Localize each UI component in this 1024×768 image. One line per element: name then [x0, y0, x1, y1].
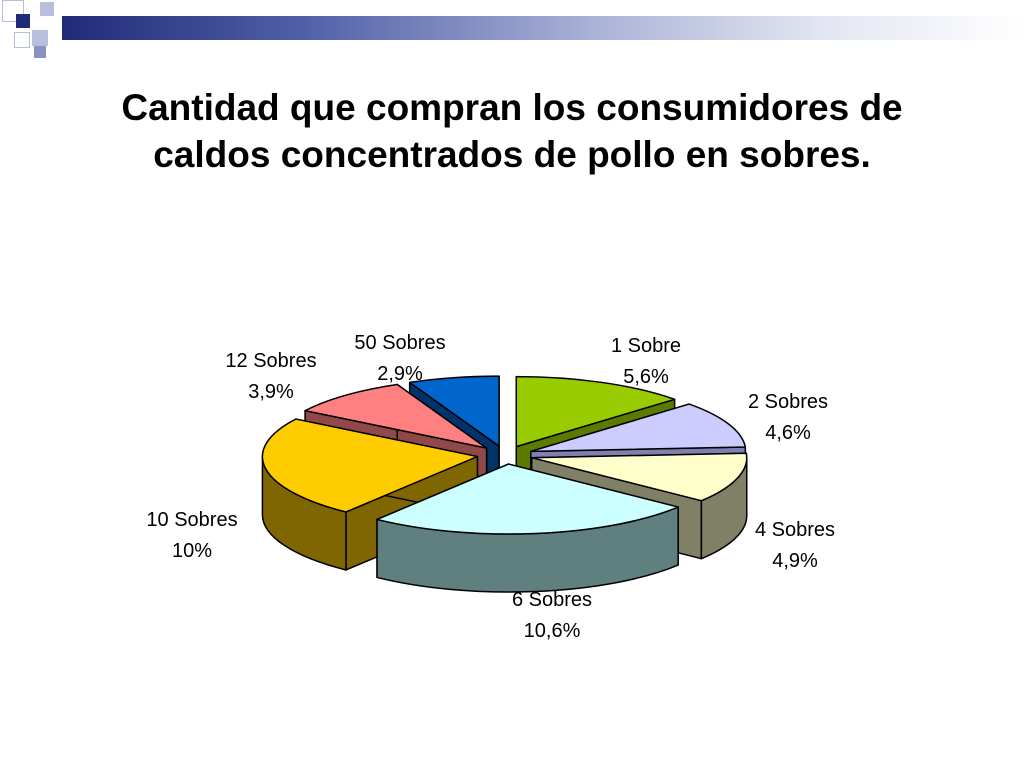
header-banner — [62, 16, 1024, 40]
slice-label-2-sobres: 2 Sobres — [748, 391, 828, 413]
slice-label-1-sobre: 1 Sobre — [611, 335, 681, 357]
slice-label-12-sobres: 12 Sobres — [225, 350, 316, 372]
slice-label-10-sobres: 10 Sobres — [146, 509, 237, 531]
slice-label-4-sobres: 4 Sobres — [755, 519, 835, 541]
slice-value-10-sobres: 10% — [172, 540, 212, 562]
corner-decoration — [0, 0, 80, 64]
slice-label-6-sobres: 6 Sobres — [512, 589, 592, 611]
slice-value-4-sobres: 4,9% — [772, 550, 818, 572]
slice-value-6-sobres: 10,6% — [524, 620, 581, 642]
title-line-2: caldos concentrados de pollo en sobres. — [153, 134, 871, 175]
slice-value-2-sobres: 4,6% — [765, 422, 811, 444]
slice-value-50-sobres: 2,9% — [377, 363, 423, 385]
slide-title: Cantidad que compran los consumidores de… — [60, 84, 964, 178]
title-line-1: Cantidad que compran los consumidores de — [121, 87, 903, 128]
slice-value-12-sobres: 3,9% — [248, 381, 294, 403]
slice-value-1-sobre: 5,6% — [623, 366, 669, 388]
pie-slice-6-sobres — [376, 463, 679, 593]
slice-label-50-sobres: 50 Sobres — [354, 332, 445, 354]
